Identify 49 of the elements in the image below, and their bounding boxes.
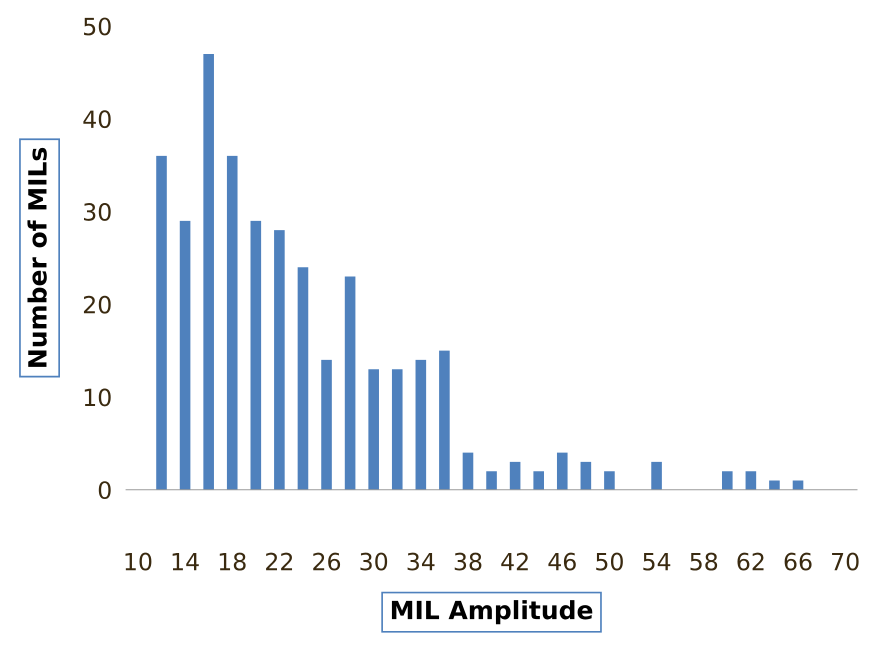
x-tick-label: 66 <box>784 552 812 571</box>
y-tick-label: 0 <box>98 481 111 500</box>
bar <box>533 471 544 490</box>
x-tick-label: 38 <box>454 552 482 571</box>
bar <box>486 471 497 490</box>
y-tick-label: 10 <box>84 388 111 406</box>
bar <box>203 54 214 490</box>
bar <box>462 452 474 490</box>
bar <box>769 480 780 490</box>
bar <box>250 220 262 490</box>
x-tick-label: 22 <box>266 552 292 570</box>
x-tick-label: 62 <box>737 552 764 571</box>
x-tick-label: 34 <box>408 552 435 571</box>
bar <box>580 462 592 490</box>
x-tick-label: 14 <box>172 552 199 570</box>
bar <box>556 452 568 490</box>
x-tick-label: 54 <box>643 552 670 571</box>
x-tick-label: 30 <box>360 552 388 571</box>
x-tick-label: 70 <box>832 552 859 571</box>
bar <box>439 350 450 490</box>
x-tick-label: 18 <box>220 552 246 571</box>
y-tick-label: 40 <box>83 110 111 128</box>
x-tick-label: 50 <box>596 552 623 571</box>
bar <box>392 369 403 490</box>
y-tick-label: 50 <box>84 18 111 36</box>
bar <box>416 360 426 490</box>
bar <box>344 276 356 490</box>
bar <box>722 471 733 490</box>
bar <box>368 369 379 490</box>
x-tick-label: 42 <box>501 552 528 570</box>
x-axis-title: MIL Amplitude <box>392 600 592 624</box>
bar <box>180 220 190 490</box>
bar <box>321 360 332 490</box>
bar <box>604 471 615 490</box>
y-axis-title: Number of MILs <box>27 148 47 367</box>
y-tick-label: 30 <box>84 203 111 221</box>
bar <box>651 462 662 490</box>
x-tick-label: 26 <box>313 552 340 571</box>
bar <box>226 156 238 490</box>
y-tick-label: 20 <box>84 296 111 314</box>
x-tick-label: 46 <box>548 552 576 571</box>
x-tick-label: 10 <box>126 552 152 571</box>
bar <box>792 480 804 490</box>
bar <box>510 462 520 490</box>
bar <box>746 471 756 490</box>
bar <box>298 267 308 490</box>
bar <box>156 156 167 490</box>
x-tick-label: 58 <box>690 552 718 571</box>
bar <box>274 230 285 490</box>
